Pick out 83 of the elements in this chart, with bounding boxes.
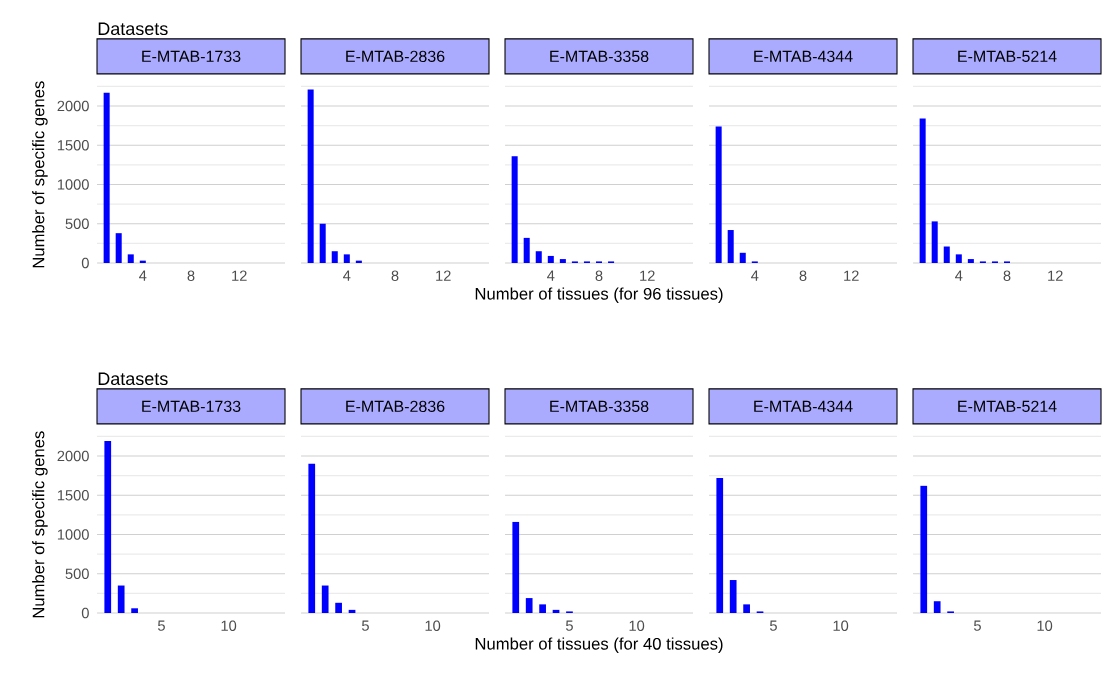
bar [525,598,533,613]
x-tick-label: 10 [221,620,237,631]
bar [547,255,554,263]
text: Datasets [98,22,168,36]
x-tick-label: 10 [629,620,645,631]
bar [307,89,314,263]
x-tick-label: 8 [1003,270,1011,281]
x-tick-label: 10 [425,620,441,631]
bar [523,237,530,263]
y-tick-label: 2000 [57,450,89,462]
y-tick-label: 0 [81,257,89,269]
y-axis-title: Number of specific genes [32,81,48,268]
y-tick-label: 0 [81,607,89,619]
x-tick-label: 4 [955,270,963,281]
x-tick-label: 8 [595,270,603,281]
x-tick-label: 12 [640,270,655,281]
x-tick-label: 12 [232,270,247,281]
bar [559,259,566,263]
x-tick-label: 8 [799,270,807,281]
x-tick-label: 5 [157,620,165,631]
bar [343,254,350,263]
chart-title: E-MTAB-3358 [550,400,649,412]
bar [943,246,950,263]
y-tick-label: 1500 [57,490,89,501]
bar [331,251,338,263]
x-tick-label: 4 [547,270,555,281]
bar [308,463,316,613]
y-tick-label: 500 [65,568,89,579]
bar [115,233,122,263]
bar [716,477,724,613]
x-tick-label: 8 [187,270,195,281]
bar [512,521,520,613]
bar [131,608,138,613]
bar [955,254,962,263]
bar [931,221,938,263]
x-tick-label: 10 [1037,620,1053,631]
bar [535,251,542,263]
chart-title: E-MTAB-1733 [142,400,241,412]
bar [104,441,112,613]
text: Datasets [98,372,168,386]
x-tick-label: 4 [751,270,759,281]
y-tick-label: 500 [65,218,89,229]
bar [511,156,518,263]
y-tick-label: 1000 [57,529,89,540]
x-axis-title: Number of tissues (for 96 tissues) [475,287,723,303]
bar [729,580,737,613]
chart-title: E-MTAB-4344 [754,50,853,62]
bar [127,254,134,263]
x-tick-label: 5 [565,620,573,631]
x-axis-title: Number of tissues (for 40 tissues) [475,637,723,653]
x-tick-label: 8 [391,270,399,281]
x-tick-label: 10 [833,620,849,631]
chart-title: E-MTAB-2836 [346,50,445,62]
x-tick-label: 5 [361,620,369,631]
bar [117,585,125,613]
bar [743,604,750,613]
chart-title: E-MTAB-4344 [754,400,853,412]
x-tick-label: 4 [343,270,351,281]
bar [103,92,110,263]
y-tick-label: 2000 [57,100,89,112]
bar [715,126,722,263]
chart-title: E-MTAB-5214 [958,400,1057,412]
bar [335,602,342,613]
chart-title: E-MTAB-2836 [346,400,445,412]
x-tick-label: 4 [139,270,147,281]
y-axis-title: Number of specific genes [32,431,48,618]
chart-title: E-MTAB-1733 [142,50,241,62]
y-tick-label: 1500 [57,140,89,151]
x-tick-label: 5 [769,620,777,631]
bar [727,230,734,263]
bar [319,223,326,263]
y-tick-label: 1000 [57,179,89,190]
x-tick-label: 12 [844,270,859,281]
bar [919,118,926,263]
chart-title: E-MTAB-3358 [550,50,649,62]
x-tick-label: 5 [973,620,981,631]
bar [739,252,746,263]
x-tick-label: 12 [1048,270,1063,281]
chart-title: E-MTAB-5214 [958,50,1057,62]
bar [321,585,329,613]
bar [967,259,974,263]
x-tick-label: 12 [436,270,451,281]
bar [539,604,546,613]
